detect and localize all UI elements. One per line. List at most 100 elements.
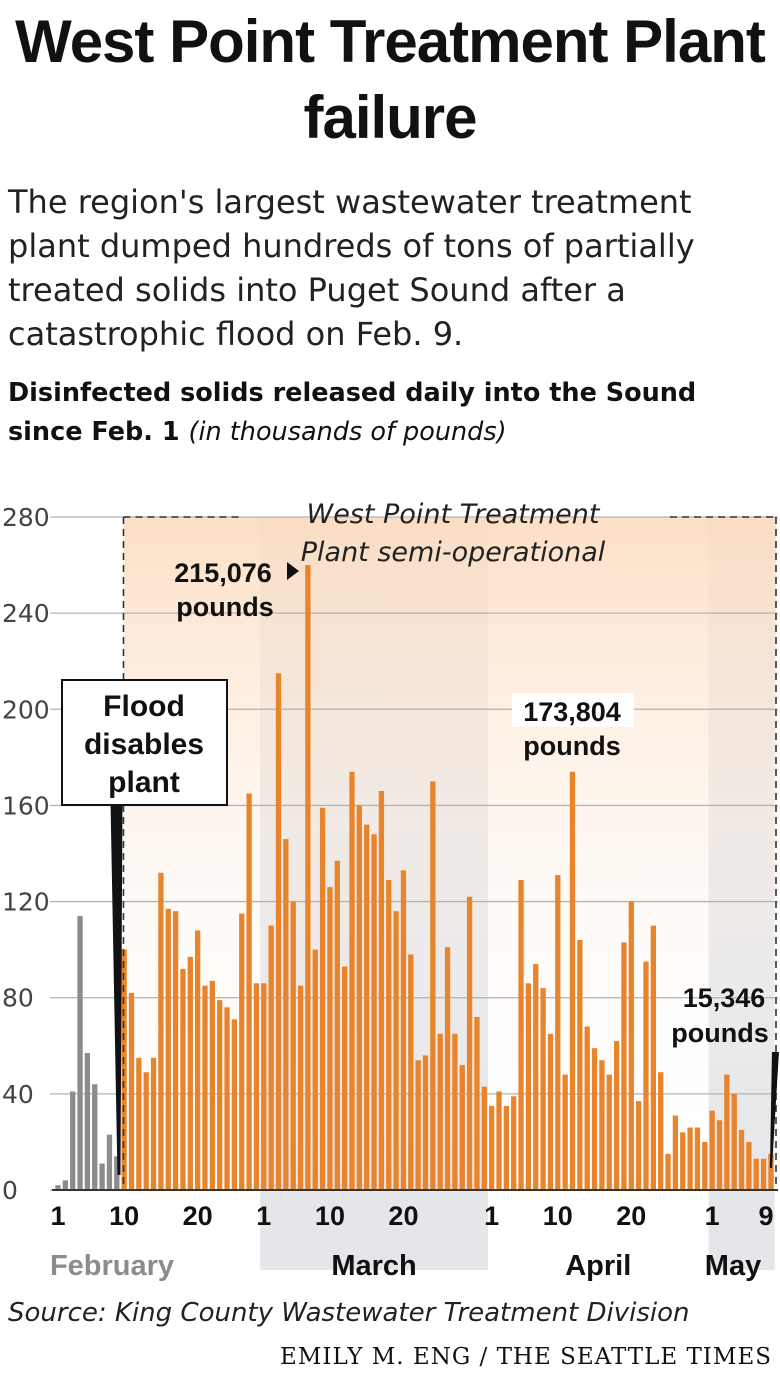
bar <box>290 901 296 1190</box>
month-label-march: March <box>331 1250 416 1282</box>
y-tick-label: 160 <box>2 791 50 820</box>
semi-operational-label-line1: West Point Treatment <box>307 499 601 530</box>
bar <box>55 1185 61 1190</box>
peak-annotation-arrow <box>287 562 299 580</box>
y-tick-label: 240 <box>2 599 50 628</box>
bar <box>628 901 634 1190</box>
bar <box>680 1132 686 1190</box>
bar <box>378 791 385 1190</box>
may-annotation-unit: pounds <box>671 1018 768 1048</box>
x-tick-label: 10 <box>543 1201 573 1231</box>
bar <box>636 1101 642 1190</box>
chart-heading: Disinfected solids released daily into t… <box>8 374 778 452</box>
bar <box>172 911 179 1190</box>
bar <box>716 1120 723 1190</box>
bar <box>621 942 627 1190</box>
chart-heading-unit: (in thousands of pounds) <box>188 417 507 447</box>
bar <box>694 1127 701 1190</box>
bar <box>444 947 451 1190</box>
may-annotation-value: 15,346 <box>683 983 766 1013</box>
bar <box>84 1052 91 1190</box>
bar <box>356 805 362 1190</box>
bar <box>533 964 539 1190</box>
bar <box>415 1060 421 1190</box>
bar <box>459 1065 465 1190</box>
bar <box>319 807 326 1190</box>
bar <box>165 908 171 1190</box>
source-note: Source: King County Wastewater Treatment… <box>8 1298 690 1328</box>
bar <box>334 860 340 1190</box>
x-tick-label: 10 <box>315 1201 345 1231</box>
bar <box>136 1057 142 1190</box>
bar <box>143 1072 149 1190</box>
may-annotation-pointer <box>769 1052 779 1168</box>
y-tick-label: 0 <box>2 1176 18 1205</box>
bar <box>349 771 355 1190</box>
y-gridlines: 0 40 80 120 160 200 240 280 <box>2 503 778 1205</box>
bar <box>569 771 576 1190</box>
bar <box>665 1153 671 1190</box>
april-peak-annotation-unit: pounds <box>523 731 620 761</box>
y-tick-label: 200 <box>2 695 50 724</box>
flood-annotation-line: Flood <box>103 690 185 723</box>
bar <box>180 968 186 1190</box>
x-tick-label: 10 <box>109 1201 139 1231</box>
bar <box>658 1072 664 1190</box>
bar <box>768 1153 774 1190</box>
bar <box>202 985 208 1190</box>
bar <box>577 940 583 1190</box>
bar <box>209 980 215 1190</box>
flood-annotation-box <box>61 679 228 806</box>
bar <box>613 1040 620 1190</box>
bar <box>77 915 83 1190</box>
bar <box>503 1105 509 1190</box>
bar <box>547 1033 554 1190</box>
bar <box>746 1141 752 1190</box>
bar <box>562 1074 568 1190</box>
bars <box>55 565 774 1190</box>
bar <box>283 839 289 1190</box>
bar <box>246 793 252 1190</box>
bar <box>106 1134 113 1190</box>
bar <box>297 985 304 1190</box>
bar <box>430 781 436 1190</box>
bar <box>518 879 524 1190</box>
bar <box>386 879 392 1190</box>
x-axis: 1 10 20 1 10 20 1 10 20 1 9 February March April May <box>50 1189 778 1282</box>
bar <box>702 1141 708 1190</box>
semi-operational-border <box>122 516 777 1190</box>
bar <box>474 1016 480 1190</box>
bar <box>591 1048 598 1190</box>
bar <box>760 1158 767 1190</box>
bar <box>268 925 274 1190</box>
bar <box>738 1129 745 1190</box>
bar <box>422 1055 429 1190</box>
bar <box>195 930 201 1190</box>
chart-title: West Point Treatment Plant failure <box>15 8 766 151</box>
bar <box>62 1180 68 1190</box>
bar <box>393 911 399 1190</box>
bar <box>128 992 135 1190</box>
flood-annotation-line: disables <box>84 728 204 761</box>
semi-operational-label-line2: Plant semi-operational <box>301 537 606 568</box>
x-tick-label: 9 <box>758 1201 773 1231</box>
bar <box>408 954 414 1190</box>
y-tick-label: 120 <box>2 888 50 917</box>
bar <box>305 565 311 1190</box>
x-tick-label: 20 <box>183 1201 213 1231</box>
bar <box>70 1091 76 1190</box>
bar <box>371 834 377 1190</box>
bar <box>672 1115 679 1190</box>
bar <box>187 956 193 1190</box>
flood-annotation-line: plant <box>108 766 180 799</box>
x-tick-label: 1 <box>484 1201 499 1231</box>
bar <box>342 966 348 1190</box>
bar <box>709 1110 715 1190</box>
bar <box>540 988 546 1190</box>
bar <box>400 870 407 1190</box>
bar <box>724 1074 730 1190</box>
bar <box>481 1086 487 1190</box>
bar <box>466 896 473 1190</box>
bar <box>114 1156 120 1190</box>
bar <box>239 913 245 1190</box>
